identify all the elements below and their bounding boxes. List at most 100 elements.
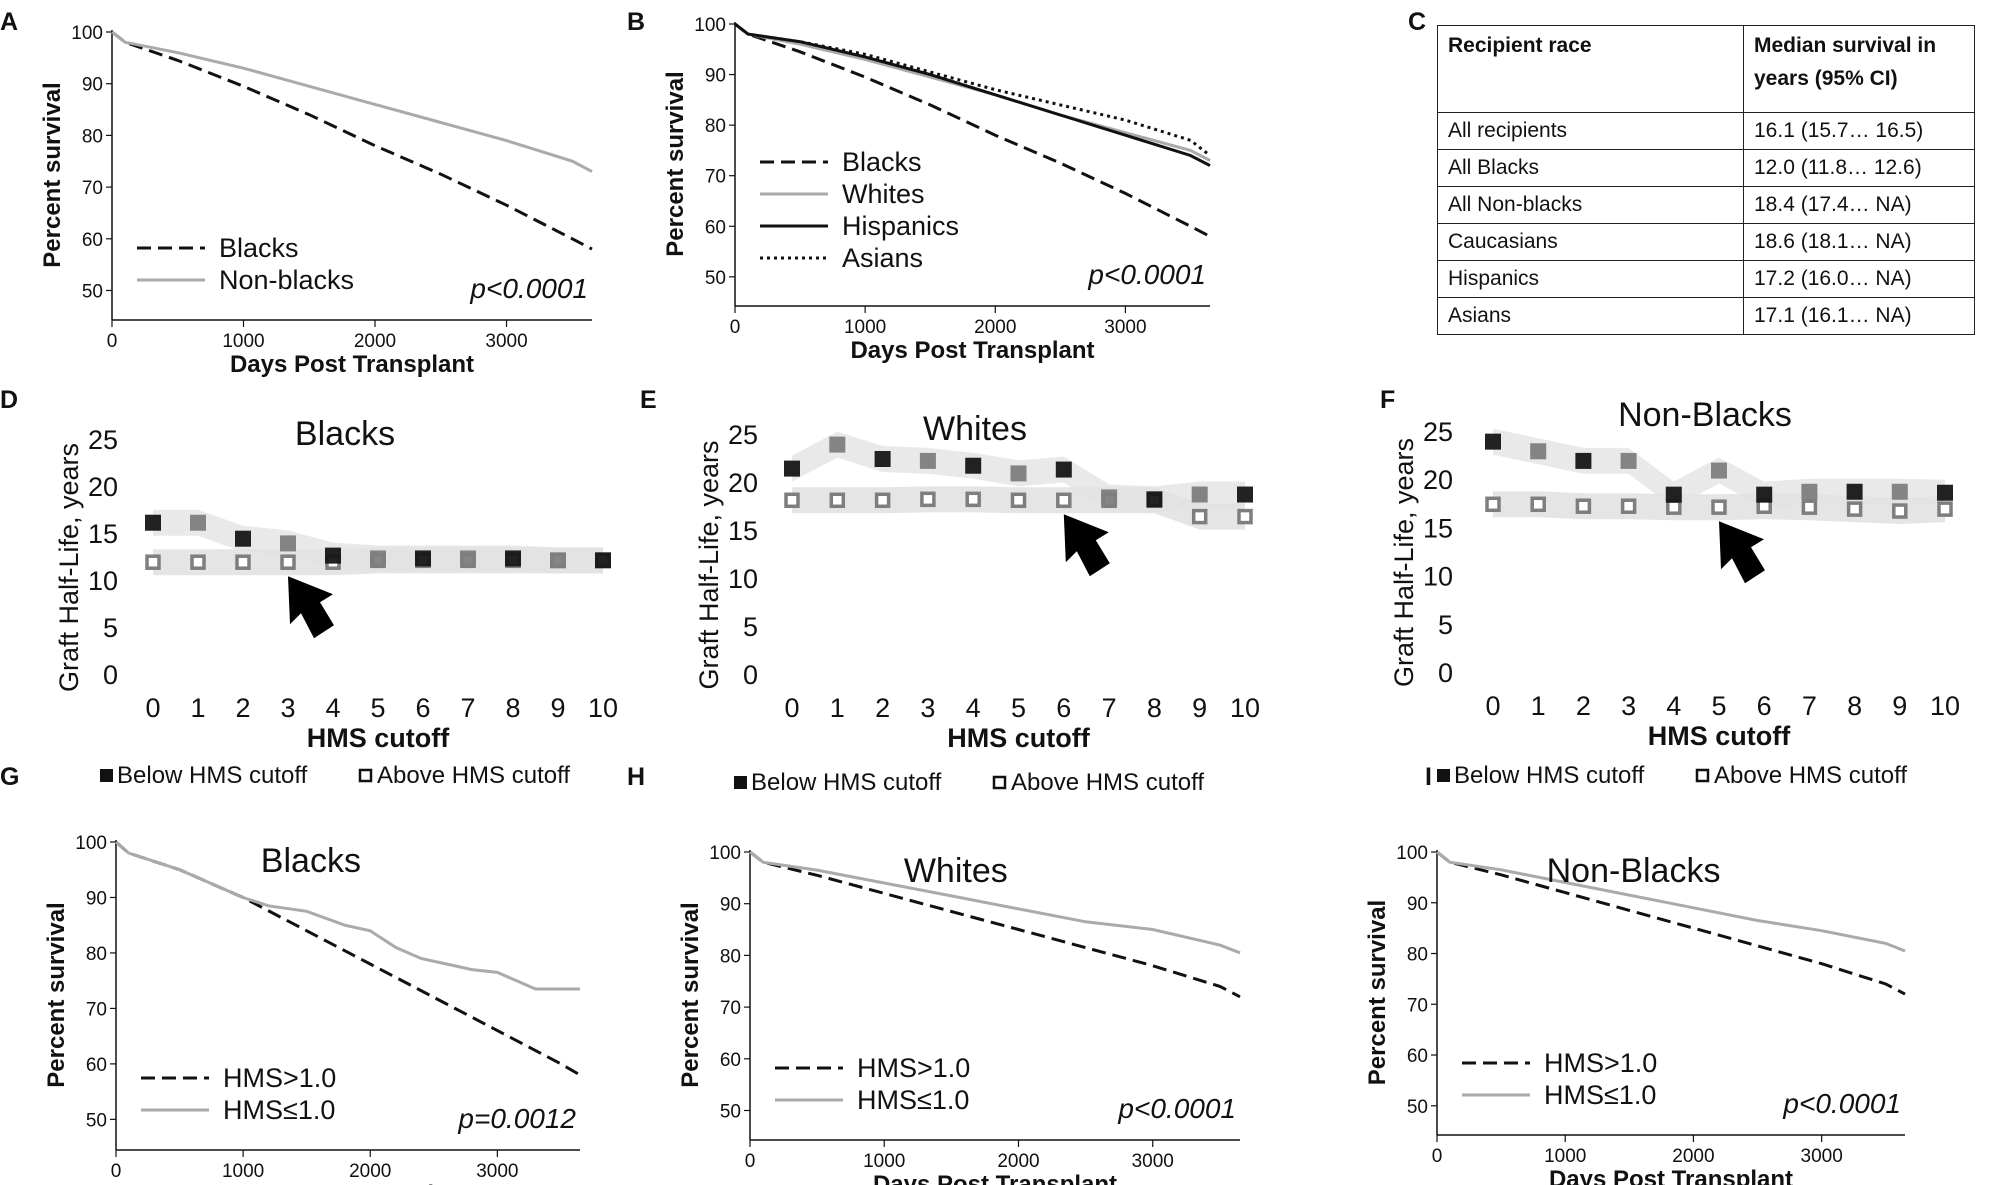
above-cutoff-legend-label: Above HMS cutoff xyxy=(1714,762,1907,789)
x-tick-label: 3000 xyxy=(485,331,527,352)
below-cutoff-marker xyxy=(415,550,431,567)
y-tick-label: 100 xyxy=(1396,843,1428,864)
panel-d-letter: D xyxy=(0,386,18,414)
x-tick-label: 4 xyxy=(966,693,981,723)
y-tick-label: 50 xyxy=(82,281,103,302)
y-tick-label: 5 xyxy=(1438,610,1453,640)
legend-label: Blacks xyxy=(842,147,922,177)
y-tick-label: 70 xyxy=(1407,995,1428,1016)
y-tick-label: 50 xyxy=(86,1110,107,1131)
table-cell: All Non-blacks xyxy=(1437,186,1744,224)
legend-label: HMS>1.0 xyxy=(1544,1048,1657,1078)
x-tick-label: 9 xyxy=(550,693,565,723)
below-cutoff-marker xyxy=(1665,486,1682,503)
table-row: All Blacks 12.0 (11.8… 12.6) xyxy=(1437,149,1975,187)
legend-label: HMS≤1.0 xyxy=(1544,1080,1656,1110)
table-cell: Hispanics xyxy=(1437,260,1744,298)
series-line-blacks xyxy=(734,22,1211,238)
y-axis-title: Percent survival xyxy=(43,902,70,1087)
below-cutoff-band xyxy=(153,509,603,574)
y-axis-title: Percent survival xyxy=(677,902,704,1087)
above-cutoff-marker xyxy=(1666,499,1682,515)
table-row: All recipients 16.1 (15.7… 16.5) xyxy=(1437,112,1975,150)
y-tick-label: 50 xyxy=(720,1101,741,1122)
below-cutoff-marker xyxy=(874,451,891,467)
legend-label: Non-blacks xyxy=(219,265,354,295)
x-tick-label: 1000 xyxy=(222,1161,264,1182)
below-cutoff-marker xyxy=(550,552,566,569)
x-tick-label: 5 xyxy=(370,693,385,723)
series-line-hms-1-0 xyxy=(1436,850,1906,996)
series-line-hms-1-0 xyxy=(1436,850,1906,953)
x-tick-label: 0 xyxy=(107,331,118,352)
x-tick-label: 3000 xyxy=(476,1161,518,1182)
below-cutoff-legend-marker xyxy=(734,776,747,789)
y-tick-label: 20 xyxy=(1423,465,1453,495)
below-cutoff-marker xyxy=(280,535,296,552)
y-tick-label: 10 xyxy=(1423,562,1453,592)
legend-label: HMS>1.0 xyxy=(223,1063,336,1093)
series-line-hms-1-0 xyxy=(115,840,580,991)
above-cutoff-legend-marker xyxy=(358,768,373,783)
y-tick-label: 5 xyxy=(103,613,118,643)
x-tick-label: 9 xyxy=(1192,693,1207,723)
below-cutoff-legend-marker xyxy=(1437,769,1450,782)
x-axis-title: HMS cutoff xyxy=(1648,721,1791,751)
x-axis-title: Days Post Transplant xyxy=(230,351,474,378)
x-axis-title: Days Post Transplant xyxy=(226,1181,470,1185)
series-line-asians xyxy=(734,22,1211,157)
above-cutoff-marker xyxy=(784,492,800,509)
below-cutoff-marker xyxy=(1801,483,1818,500)
y-tick-label: 5 xyxy=(743,612,758,642)
x-tick-label: 0 xyxy=(111,1161,122,1182)
above-cutoff-legend-marker xyxy=(1695,768,1710,783)
y-tick-label: 60 xyxy=(1407,1046,1428,1067)
x-tick-label: 7 xyxy=(1802,691,1817,721)
y-tick-label: 80 xyxy=(86,944,107,965)
above-cutoff-marker xyxy=(235,554,251,570)
p-value: p<0.0001 xyxy=(1087,259,1206,290)
below-cutoff-marker xyxy=(1055,461,1072,478)
below-cutoff-marker xyxy=(1846,483,1863,500)
x-tick-label: 2 xyxy=(235,693,250,723)
y-tick-label: 100 xyxy=(709,843,741,864)
table-cell: 17.2 (16.0… NA) xyxy=(1743,260,1975,298)
p-value: p<0.0001 xyxy=(1782,1088,1901,1119)
legend-label: Asians xyxy=(842,243,923,273)
y-tick-label: 80 xyxy=(82,126,103,147)
y-tick-label: 100 xyxy=(75,833,107,854)
y-tick-label: 70 xyxy=(86,999,107,1020)
y-tick-label: 15 xyxy=(1423,513,1453,543)
x-tick-label: 8 xyxy=(1147,693,1162,723)
panel-b-letter: B xyxy=(627,8,645,36)
table-header-race: Recipient race xyxy=(1437,25,1744,113)
y-tick-label: 60 xyxy=(705,217,726,238)
x-tick-label: 1 xyxy=(1531,691,1546,721)
above-cutoff-marker xyxy=(1010,492,1027,509)
y-tick-label: 70 xyxy=(82,178,103,199)
legend-label: HMS≤1.0 xyxy=(857,1085,969,1115)
x-tick-label: 0 xyxy=(1485,691,1500,721)
y-tick-label: 25 xyxy=(1423,417,1453,447)
panel-g-letter: G xyxy=(0,763,19,791)
y-tick-label: 60 xyxy=(82,230,103,251)
x-tick-label: 5 xyxy=(1711,691,1726,721)
x-tick-label: 7 xyxy=(1102,693,1117,723)
below-cutoff-marker xyxy=(1937,484,1953,501)
above-cutoff-marker xyxy=(1056,492,1072,509)
above-cutoff-marker xyxy=(965,491,981,508)
x-tick-label: 5 xyxy=(1011,693,1026,723)
x-tick-label: 9 xyxy=(1892,691,1907,721)
below-cutoff-marker xyxy=(370,550,386,567)
below-cutoff-marker xyxy=(1756,486,1773,503)
table-cell: 16.1 (15.7… 16.5) xyxy=(1743,112,1975,150)
table-cell: All recipients xyxy=(1437,112,1744,150)
legend-label: Whites xyxy=(842,179,925,209)
p-value: p<0.0001 xyxy=(469,273,588,304)
panel-h-letter: H xyxy=(627,763,645,791)
plot-title: Whites xyxy=(923,410,1027,448)
x-tick-label: 0 xyxy=(745,1151,756,1172)
legend-label: HMS>1.0 xyxy=(857,1053,970,1083)
below-cutoff-legend-label: Below HMS cutoff xyxy=(1454,762,1645,789)
x-tick-label: 1 xyxy=(190,693,205,723)
